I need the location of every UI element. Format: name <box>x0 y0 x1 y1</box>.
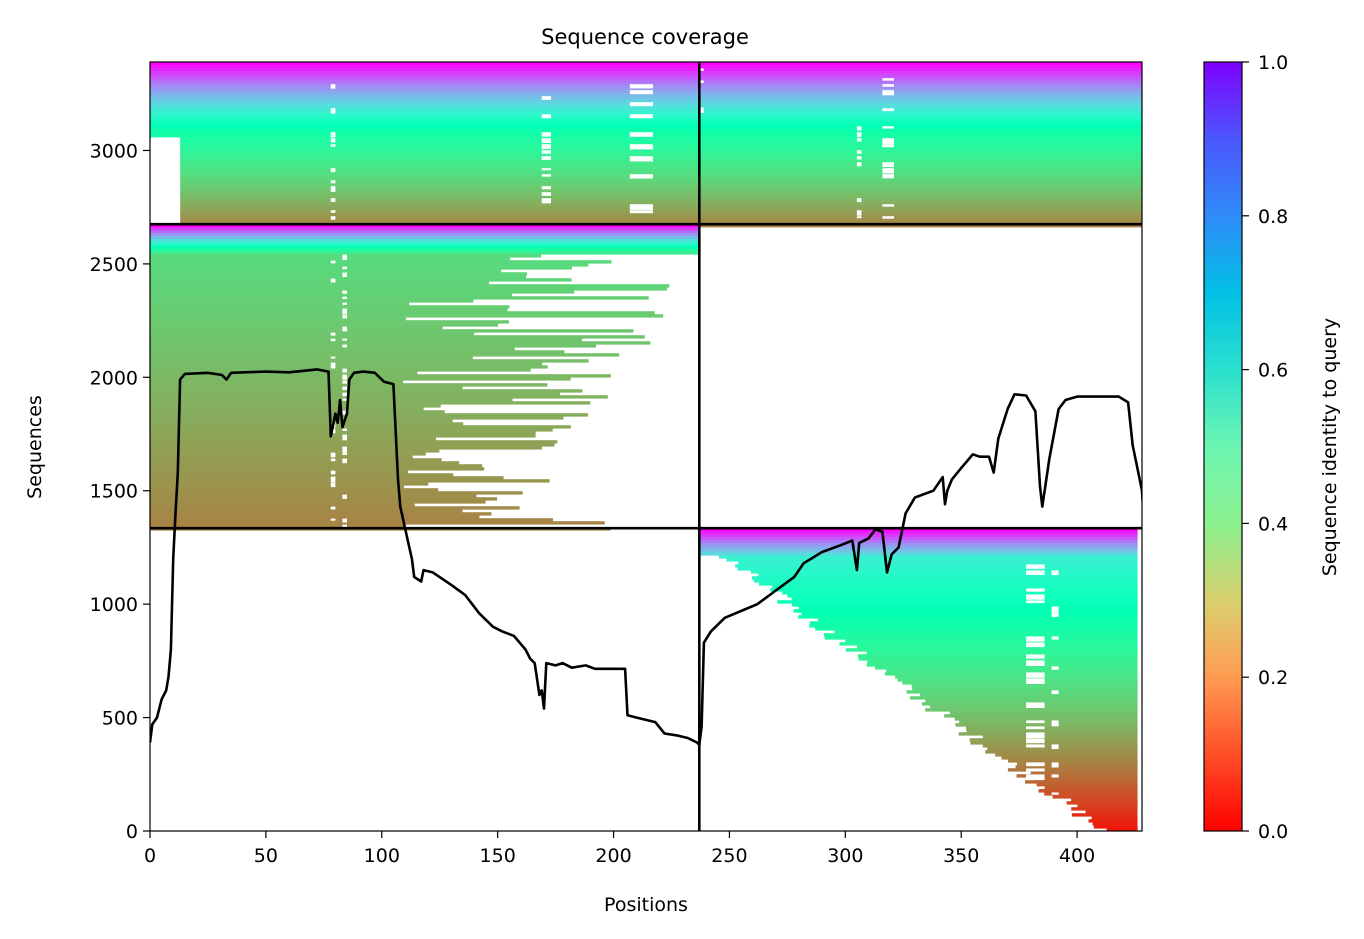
separator-layer <box>150 62 1142 831</box>
x-axis-label: Positions <box>604 894 688 916</box>
block-upper-left <box>150 62 700 228</box>
colorbar-tick-label: 1.0 <box>1258 52 1288 74</box>
y-tick-label: 1500 <box>90 481 138 503</box>
block-upper-right <box>699 62 1142 228</box>
x-tick-label: 250 <box>711 845 747 867</box>
x-tick-label: 50 <box>254 845 278 867</box>
x-tick-label: 150 <box>480 845 516 867</box>
colorbar-tick-label: 0.6 <box>1258 360 1288 382</box>
plot-area <box>150 62 1142 831</box>
colorbar: 0.0 0.2 0.4 0.6 0.8 1.0 Sequence identity to … <box>1203 52 1341 843</box>
colorbar-tick-label: 0.4 <box>1258 513 1288 535</box>
y-tick-label: 1000 <box>90 594 138 616</box>
colorbar-tick-label: 0.8 <box>1258 206 1288 228</box>
colorbar-tick-label: 0.2 <box>1258 667 1288 689</box>
heatmap-layer <box>150 62 1142 831</box>
x-tick-label: 300 <box>827 845 863 867</box>
x-tick-label: 0 <box>144 845 156 867</box>
colorbar-ticks: 0.0 0.2 0.4 0.6 0.8 1.0 <box>1242 52 1288 843</box>
y-tick-label: 500 <box>102 708 138 730</box>
x-tick-label: 100 <box>364 845 400 867</box>
colorbar-label: Sequence identity to query <box>1319 318 1341 576</box>
x-tick-label: 200 <box>595 845 631 867</box>
coverage-line-layer <box>150 368 1142 747</box>
block-lower-right <box>699 528 1138 831</box>
plot-frame <box>149 61 1143 832</box>
coverage-line <box>150 368 1142 747</box>
y-tick-label: 2500 <box>90 254 138 276</box>
block-middle-left <box>150 224 700 531</box>
y-axis: 0 500 1000 1500 2000 2500 3000 <box>90 140 150 843</box>
y-tick-label: 2000 <box>90 367 138 389</box>
colorbar-tick-label: 0.0 <box>1258 821 1288 843</box>
y-tick-label: 3000 <box>90 140 138 162</box>
y-tick-label: 0 <box>126 821 138 843</box>
colorbar-fill <box>1203 61 1243 832</box>
y-axis-label: Sequences <box>24 395 46 499</box>
x-axis: 0 50 100 150 200 250 300 350 400 <box>144 831 1095 867</box>
x-tick-label: 350 <box>943 845 979 867</box>
x-tick-label: 400 <box>1059 845 1095 867</box>
chart-title: Sequence coverage <box>541 25 749 49</box>
